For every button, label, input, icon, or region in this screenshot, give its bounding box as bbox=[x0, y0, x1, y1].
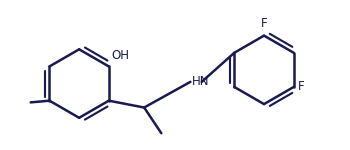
Text: F: F bbox=[261, 18, 267, 30]
Text: F: F bbox=[298, 81, 304, 93]
Text: OH: OH bbox=[112, 49, 130, 62]
Text: HN: HN bbox=[192, 75, 210, 88]
